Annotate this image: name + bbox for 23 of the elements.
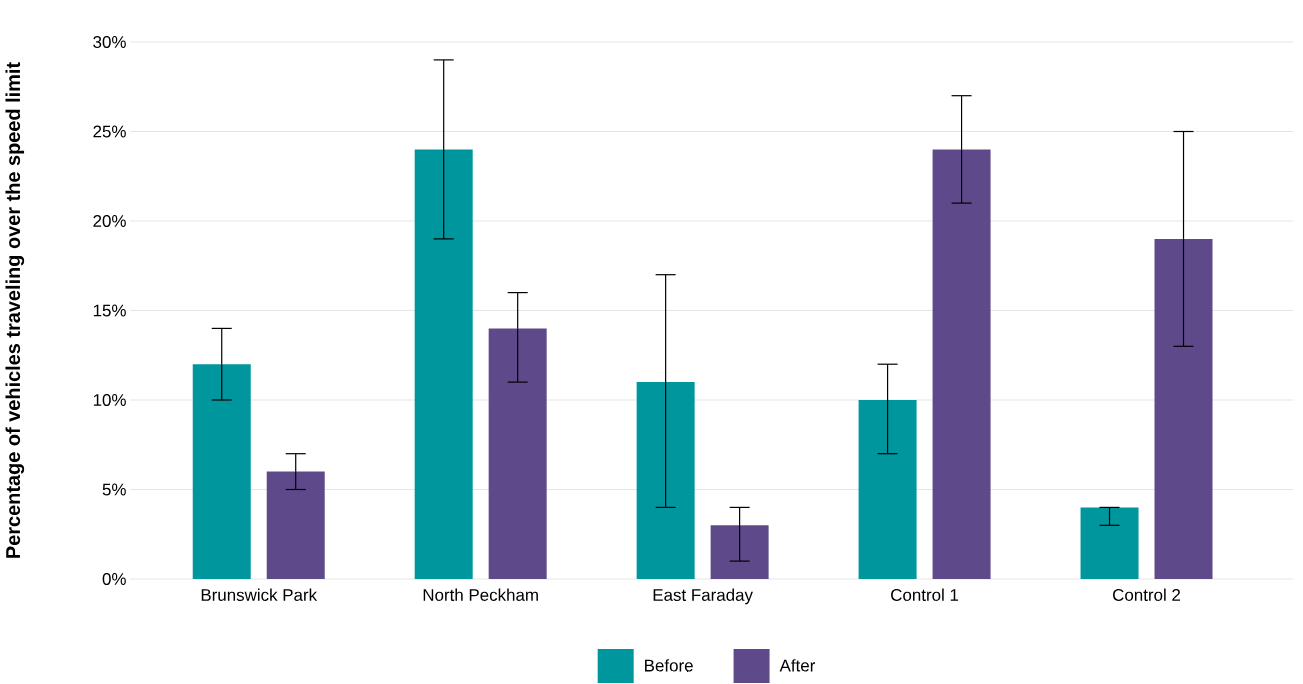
bar <box>932 149 991 579</box>
x-tick-label: Control 1 <box>891 588 959 601</box>
bar <box>192 364 251 579</box>
x-tick-label: Brunswick Park <box>201 588 318 601</box>
y-tick-label: 15% <box>93 304 126 317</box>
bar <box>1154 238 1213 579</box>
bar <box>1080 507 1139 579</box>
bar <box>414 149 473 579</box>
bar <box>266 471 325 579</box>
legend-label: After <box>779 659 816 672</box>
x-tick-label: Control 2 <box>1113 588 1181 601</box>
legend-label: Before <box>645 659 693 672</box>
y-tick-label: 30% <box>93 36 126 48</box>
y-axis-title: Percentage of vehicles traveling over the speed limit <box>5 62 25 558</box>
y-tick-label: 0% <box>102 573 126 585</box>
bar <box>858 400 917 579</box>
y-tick-label: 5% <box>102 483 126 496</box>
x-tick-label: North Peckham <box>423 588 538 601</box>
y-tick-label: 20% <box>93 215 126 227</box>
y-tick-label: 10% <box>93 394 126 406</box>
bar <box>488 328 547 579</box>
x-tick-label: East Faraday <box>653 588 753 605</box>
y-tick-label: 25% <box>93 125 126 138</box>
